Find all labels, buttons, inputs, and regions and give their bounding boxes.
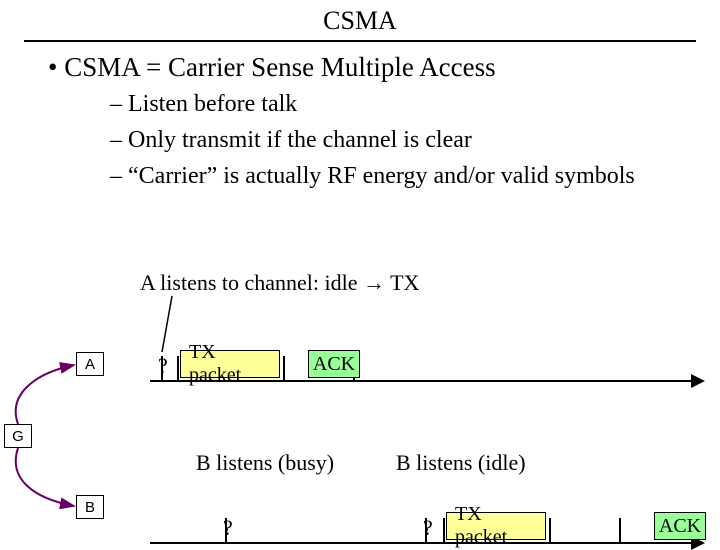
timeline-tick — [443, 518, 445, 544]
sub-bullet-2: Only transmit if the channel is clear — [110, 125, 720, 155]
caption-a-listens: A listens to channel: idle → TX — [140, 270, 419, 296]
slide-title: CSMA — [0, 0, 720, 36]
timeline-tick — [177, 356, 179, 382]
timeline-a-arrowhead — [691, 374, 705, 388]
node-b: B — [76, 495, 104, 519]
main-bullet: CSMA = Carrier Sense Multiple Access — [48, 52, 720, 83]
ack-b: ACK — [654, 512, 706, 540]
caption-b-idle: B listens (idle) — [396, 450, 526, 476]
node-a: A — [76, 352, 104, 376]
edge-g-to-b — [16, 448, 74, 506]
tx-packet-b: TX packet — [446, 512, 546, 540]
sub-bullet-1: Listen before talk — [110, 89, 720, 119]
qm-a: ? — [158, 353, 168, 379]
timeline-tick — [283, 356, 285, 382]
leader-line-a-seg — [162, 296, 172, 352]
caption-b-busy: B listens (busy) — [196, 450, 334, 476]
timeline-b-line — [150, 542, 691, 544]
qm-b-1: ? — [223, 515, 233, 541]
sub-bullet-3: “Carrier” is actually RF energy and/or v… — [110, 161, 720, 191]
ack-a: ACK — [308, 350, 360, 378]
timeline-tick — [619, 518, 621, 544]
title-underline — [24, 40, 696, 42]
node-g: G — [4, 424, 32, 448]
qm-b-2: ? — [423, 515, 433, 541]
timeline-tick — [549, 518, 551, 544]
edge-g-to-a — [16, 365, 74, 424]
tx-packet-a: TX packet — [180, 350, 280, 378]
